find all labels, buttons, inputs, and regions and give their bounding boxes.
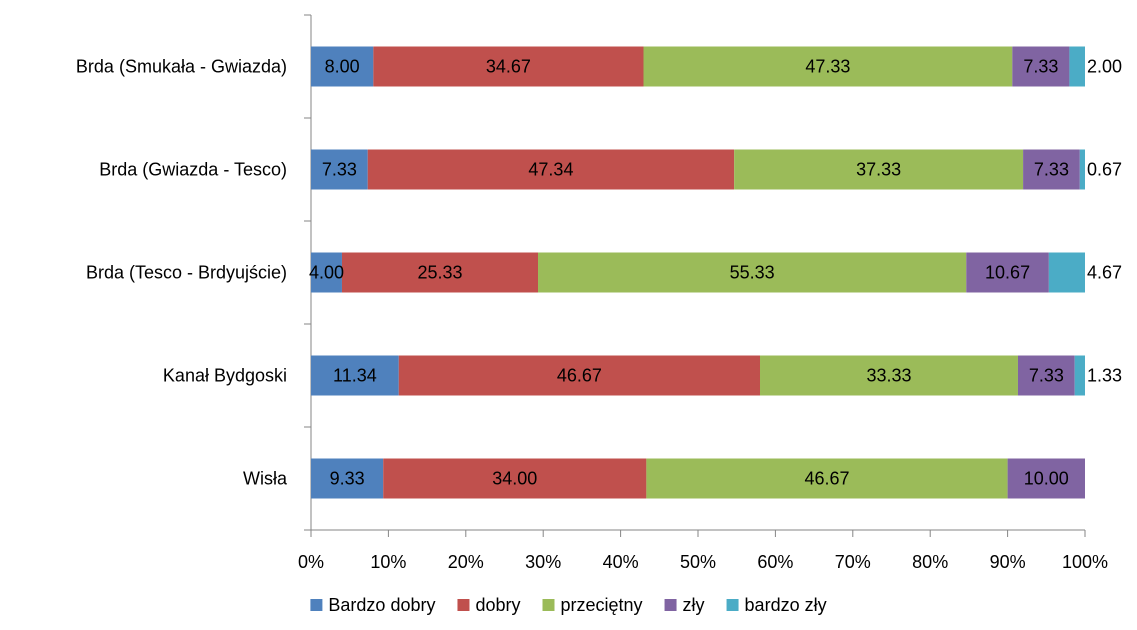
data-label-bardzo-zly: 1.33 [1087,366,1122,386]
data-label-dobry: 34.67 [486,57,531,77]
chart-data-labels: 8.00 34.67 47.33 7.33 2.00 7.33 47.34 37.33 7.33… [309,57,1122,489]
bar-przecietny [734,149,1024,190]
data-label-bardzo-dobry: 9.33 [330,469,365,489]
bar-przecietny [759,355,1018,396]
data-label-bardzo-dobry: 11.34 [333,366,377,386]
x-tick-label: 50% [680,552,716,572]
bar-zly [1023,149,1080,190]
bar-zly [966,252,1049,293]
bar-zly [1012,46,1070,87]
legend-swatch [457,599,470,611]
bar-dobry [367,149,735,190]
legend-item-bardzo-dobry: Bardzo dobry [310,595,435,615]
category-label: Wisła [243,469,288,489]
data-label-przecietny: 37.33 [856,160,901,180]
data-label-bardzo-zly: 0.67 [1087,160,1122,180]
bar-dobry [398,355,760,396]
data-label-dobry: 46.67 [557,366,602,386]
data-label-bardzo-dobry: 4.00 [309,263,344,283]
data-label-przecietny: 47.33 [805,57,850,77]
data-label-zly: 7.33 [1023,57,1058,77]
legend-swatch [542,599,555,611]
legend-label: dobry [475,595,520,615]
data-label-bardzo-dobry: 8.00 [325,57,360,77]
data-label-przecietny: 46.67 [804,469,849,489]
bar-bardzo-dobry [311,46,374,87]
data-label-zly: 7.33 [1034,160,1069,180]
data-label-dobry: 34.00 [492,469,537,489]
legend-item-dobry: dobry [457,595,521,615]
data-label-dobry: 25.33 [417,263,462,283]
bar-bardzo-zly [1048,252,1085,293]
bar-przecietny [646,458,1008,499]
legend-label: przeciętny [561,595,643,615]
bar-dobry [373,46,644,87]
legend-label: bardzo zły [745,595,827,615]
legend-item-przecietny: przeciętny [542,595,643,615]
x-tick-label: 10% [370,552,406,572]
x-tick-label: 60% [757,552,793,572]
category-label: Kanał Bydgoski [163,366,287,386]
bar-zly [1007,458,1085,499]
chart-bars [311,46,1085,499]
x-tick-label: 70% [835,552,871,572]
legend-item-zly: zły [664,595,705,615]
legend-label: Bardzo dobry [328,595,435,615]
bar-dobry [341,252,539,293]
chart-legend: Bardzo dobry dobry przeciętny zły bardzo zły [310,595,827,615]
x-tick-label: 30% [525,552,561,572]
data-label-dobry: 47.34 [528,160,573,180]
category-label: Brda (Tesco - Brdyujście) [86,263,287,283]
bar-bardzo-zly [1079,149,1085,190]
legend-item-bardzo-zly: bardzo zły [726,595,827,615]
bar-bardzo-dobry [311,355,399,396]
bar-przecietny [643,46,1013,87]
bar-zly [1017,355,1075,396]
x-tick-label: 100% [1062,552,1108,572]
bar-dobry [383,458,647,499]
x-tick-labels: 0% 10% 20% 30% 40% 50% 60% 70% 80% 90% 100% [298,552,1108,572]
category-label: Brda (Smukała - Gwiazda) [76,57,287,77]
x-tick-label: 20% [448,552,484,572]
legend-label: zły [683,595,705,615]
data-label-przecietny: 55.33 [730,263,775,283]
bar-bardzo-dobry [311,149,368,190]
legend-swatch [664,599,677,611]
x-tick-label: 90% [990,552,1026,572]
bar-bardzo-zly [1074,355,1085,396]
data-label-zly: 10.00 [1024,469,1069,489]
x-tick-label: 0% [298,552,324,572]
data-label-przecietny: 33.33 [866,366,911,386]
category-labels: Brda (Smukała - Gwiazda) Brda (Gwiazda - … [76,57,288,489]
category-label: Brda (Gwiazda - Tesco) [99,160,287,180]
x-tick-label: 40% [603,552,639,572]
legend-swatch [310,599,323,611]
bar-bardzo-dobry [311,458,384,499]
legend-swatch [726,599,739,611]
data-label-bardzo-zly: 2.00 [1087,57,1122,77]
x-tick-label: 80% [912,552,948,572]
data-label-bardzo-dobry: 7.33 [322,160,357,180]
bar-bardzo-zly [1069,46,1085,87]
data-label-zly: 7.33 [1029,366,1064,386]
data-label-bardzo-zly: 4.67 [1087,263,1122,283]
bar-bardzo-dobry [311,252,342,293]
data-label-zly: 10.67 [985,263,1030,283]
bar-przecietny [538,252,967,293]
